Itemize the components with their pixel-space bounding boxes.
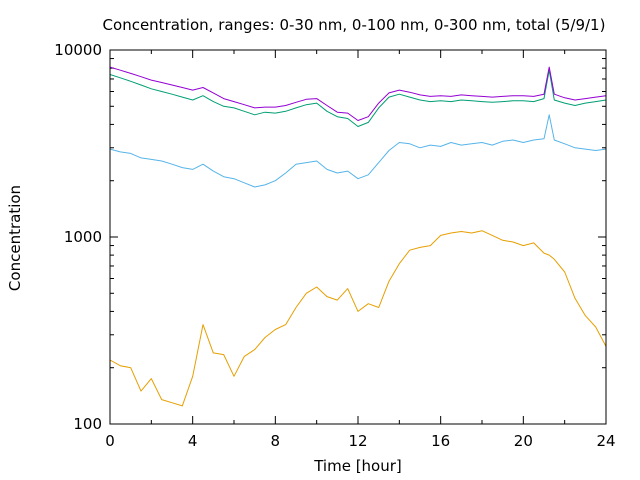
x-tick-label: 16 (431, 432, 450, 450)
plot-frame (109, 49, 607, 425)
y-tick-label: 100 (73, 415, 102, 433)
x-tick-label: 0 (105, 432, 115, 450)
x-tick-label: 12 (348, 432, 367, 450)
series-lines (109, 66, 607, 407)
series-line-1 (109, 230, 607, 407)
x-tick-label: 24 (596, 432, 615, 450)
x-tick-label: 8 (271, 432, 281, 450)
x-axis-label: Time [hour] (313, 457, 402, 475)
series-line-2 (109, 114, 607, 188)
x-tick-label: 20 (514, 432, 533, 450)
y-tick-label: 10000 (54, 41, 102, 59)
x-tick-label: 4 (188, 432, 198, 450)
series-line-4 (109, 66, 607, 121)
series-line-3 (109, 69, 607, 127)
y-tick-label: 1000 (64, 228, 102, 246)
chart-title: Concentration, ranges: 0-30 nm, 0-100 nm… (103, 16, 606, 34)
axis-ticks: 0 4 8 12 16 20 24 100 1000 10000 (54, 41, 615, 450)
y-axis-label: Concentration (6, 185, 24, 291)
